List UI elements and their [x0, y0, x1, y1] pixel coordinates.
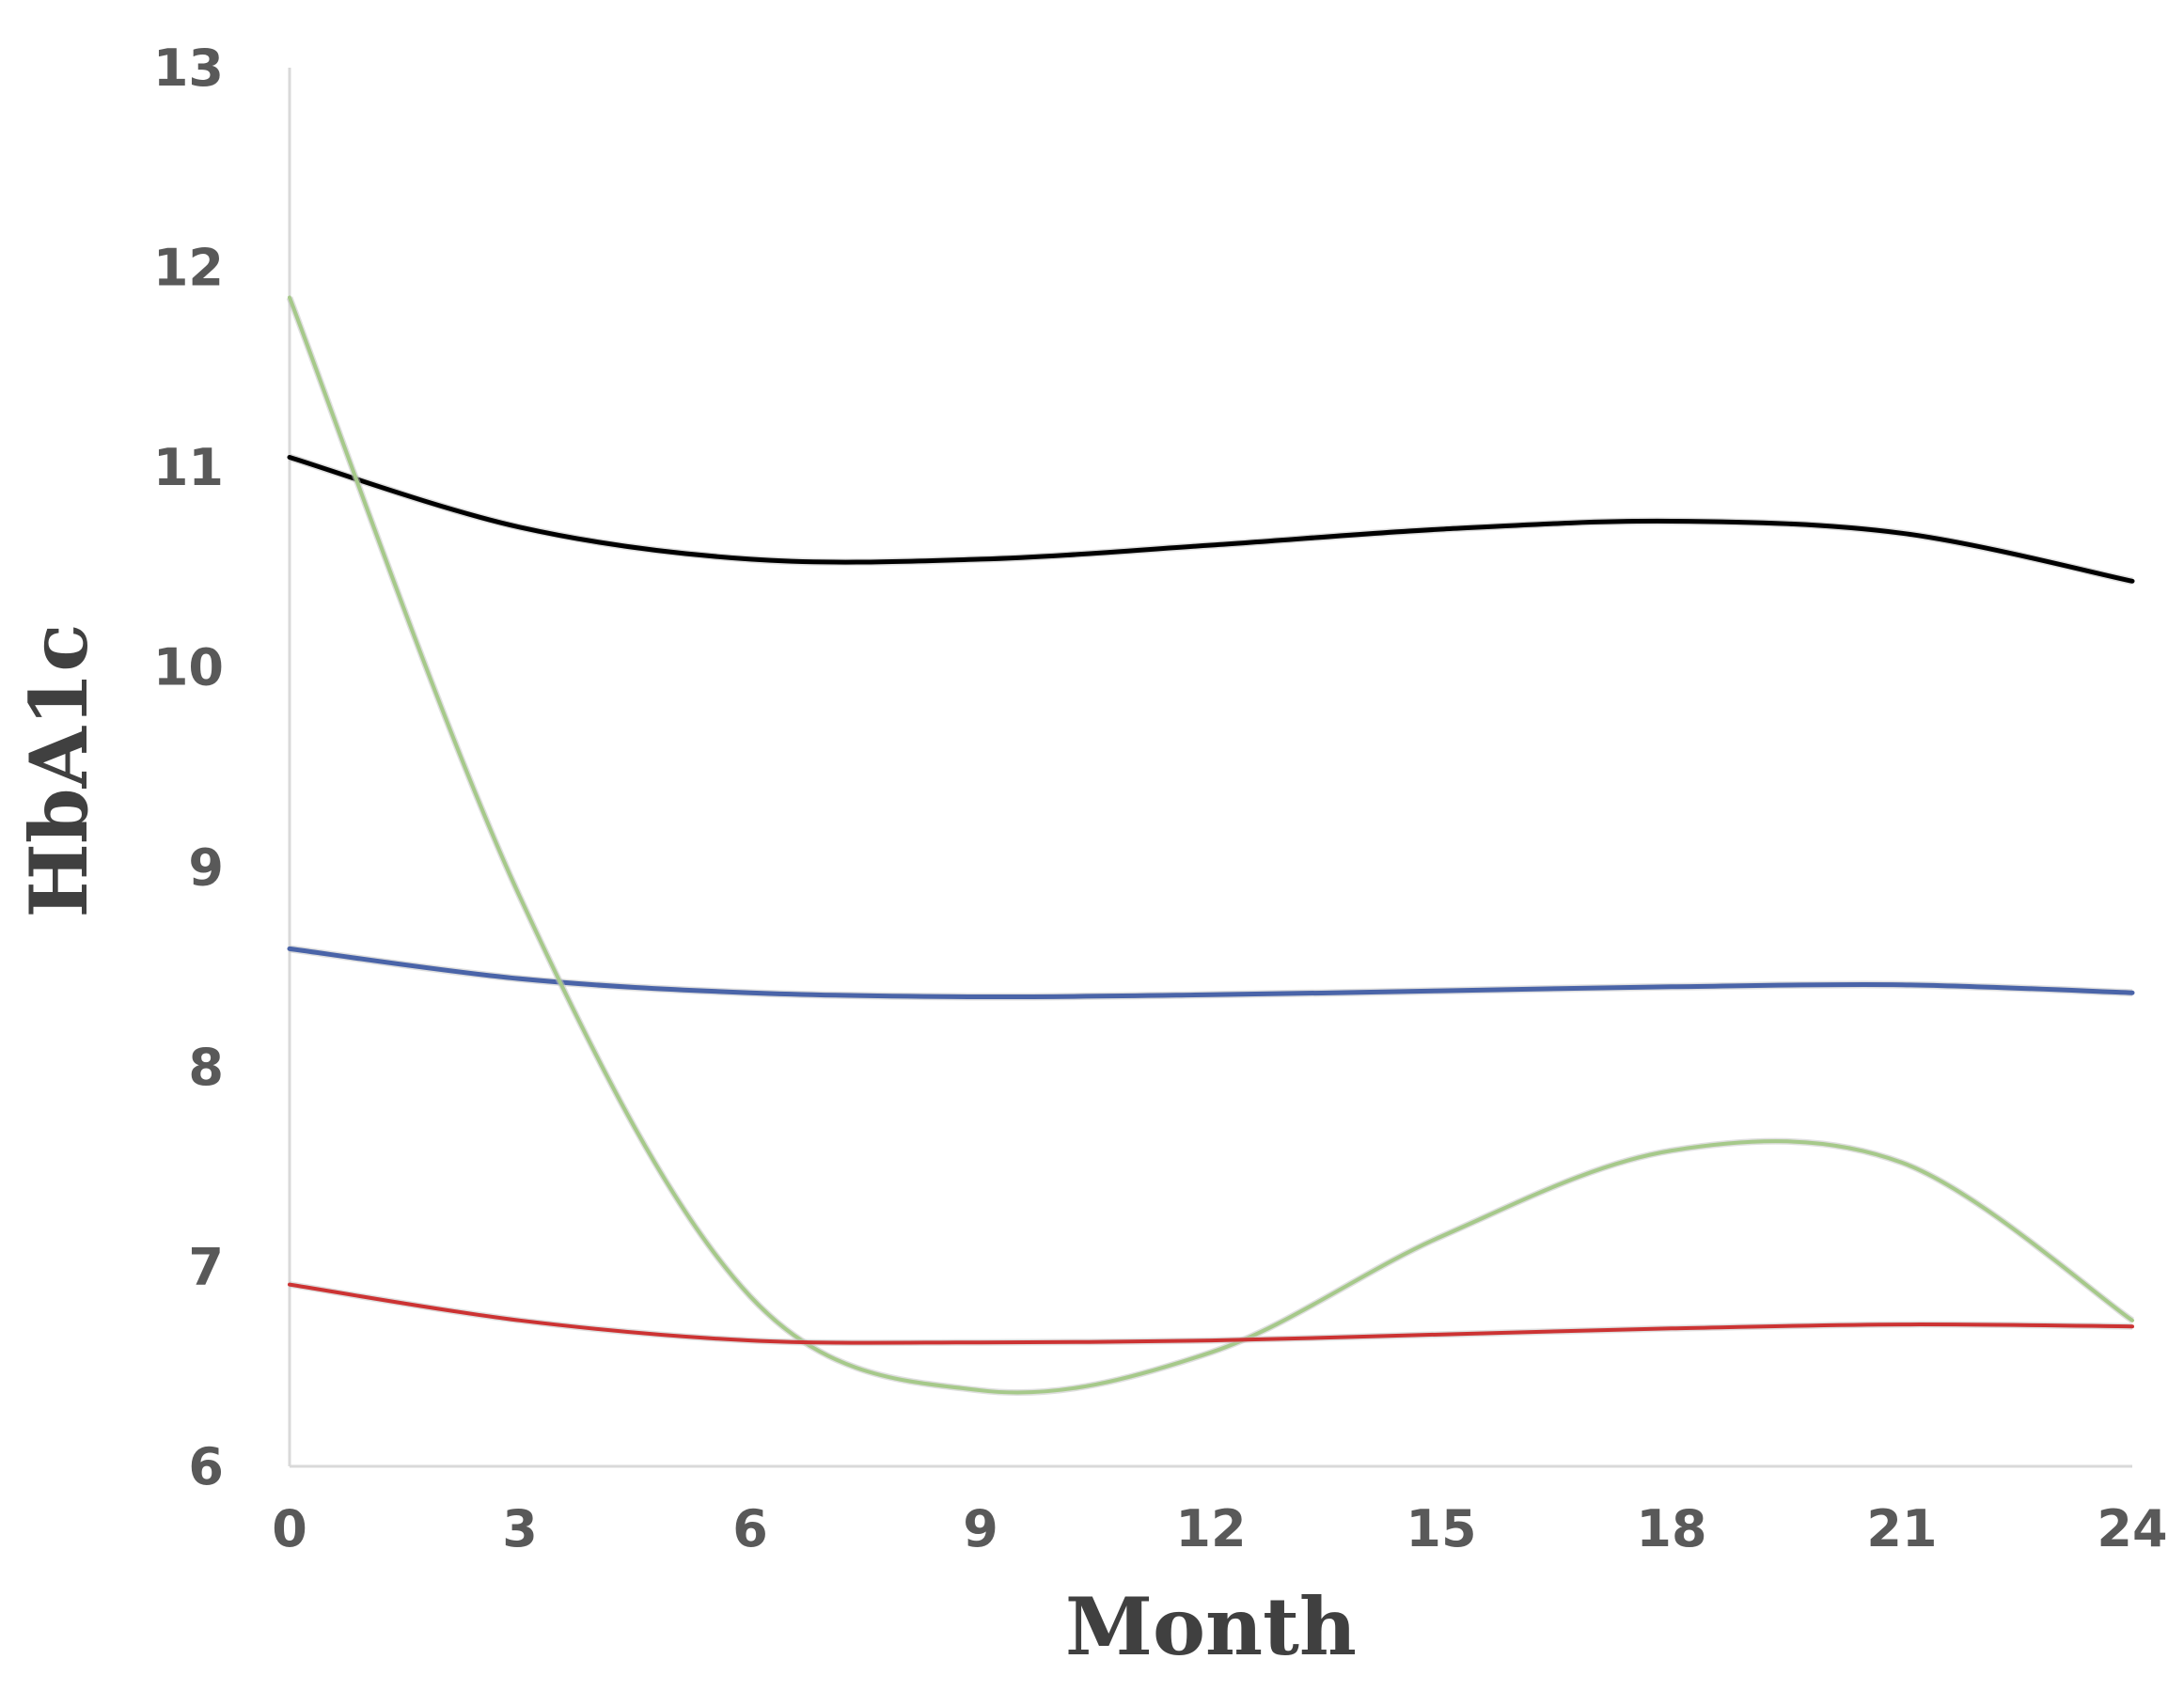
- series-lines: [286, 295, 2135, 1396]
- x-tick-label: 0: [272, 1499, 307, 1558]
- x-tick-label: 15: [1406, 1499, 1476, 1558]
- series-line: [288, 1282, 2134, 1345]
- y-tick-label: 10: [153, 638, 224, 697]
- x-tick-labels: 0 3 6 9 12 15 18 21 24: [272, 1499, 2167, 1558]
- series-line-halo: [288, 453, 2133, 586]
- series-line: [287, 455, 2135, 584]
- y-tick-label: 12: [153, 239, 224, 298]
- x-tick-label: 18: [1636, 1499, 1706, 1558]
- x-axis-title: Month: [1065, 1580, 1357, 1673]
- y-axis-title: HbA1c: [12, 624, 105, 918]
- y-tick-labels: 6 7 8 9 10 11 12 13: [153, 39, 224, 1496]
- y-tick-label: 9: [188, 837, 224, 897]
- y-tick-label: 11: [153, 438, 224, 497]
- series-line-halo: [286, 296, 2134, 1396]
- x-tick-label: 3: [502, 1499, 538, 1558]
- x-tick-label: 9: [963, 1499, 998, 1558]
- series-line: [288, 295, 2134, 1395]
- x-tick-label: 21: [1866, 1499, 1937, 1558]
- y-tick-label: 6: [188, 1437, 224, 1496]
- y-tick-label: 8: [188, 1038, 224, 1097]
- x-tick-label: 12: [1175, 1499, 1246, 1558]
- y-tick-label: 13: [153, 39, 224, 98]
- series-line: [287, 946, 2135, 1000]
- axes: [288, 68, 2132, 1468]
- x-tick-label: 6: [732, 1499, 768, 1558]
- x-tick-label: 24: [2097, 1499, 2167, 1558]
- series-line-halo: [289, 1281, 2133, 1347]
- y-tick-label: 7: [188, 1237, 224, 1296]
